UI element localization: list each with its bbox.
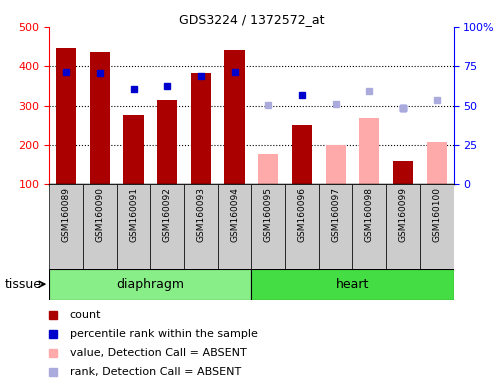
Bar bbox=[191, 73, 211, 184]
Bar bbox=[224, 50, 245, 184]
Bar bbox=[325, 145, 346, 184]
Text: GSM160096: GSM160096 bbox=[297, 187, 307, 242]
Bar bbox=[150, 184, 184, 269]
Text: tissue: tissue bbox=[5, 278, 42, 291]
Text: heart: heart bbox=[336, 278, 369, 291]
Bar bbox=[352, 184, 386, 269]
Bar bbox=[359, 118, 380, 184]
Bar bbox=[251, 184, 285, 269]
Text: rank, Detection Call = ABSENT: rank, Detection Call = ABSENT bbox=[70, 367, 241, 377]
Text: count: count bbox=[70, 310, 101, 320]
Bar bbox=[218, 184, 251, 269]
Text: GSM160097: GSM160097 bbox=[331, 187, 340, 242]
Bar bbox=[386, 184, 420, 269]
Bar bbox=[123, 115, 143, 184]
Text: GSM160098: GSM160098 bbox=[365, 187, 374, 242]
Text: GSM160094: GSM160094 bbox=[230, 187, 239, 242]
Bar bbox=[117, 184, 150, 269]
Bar bbox=[184, 184, 218, 269]
Text: GSM160089: GSM160089 bbox=[62, 187, 70, 242]
Bar bbox=[285, 184, 319, 269]
Text: GSM160091: GSM160091 bbox=[129, 187, 138, 242]
Text: GSM160090: GSM160090 bbox=[95, 187, 105, 242]
Bar bbox=[393, 161, 413, 184]
Text: GSM160093: GSM160093 bbox=[196, 187, 206, 242]
Title: GDS3224 / 1372572_at: GDS3224 / 1372572_at bbox=[178, 13, 324, 26]
Bar bbox=[90, 53, 110, 184]
Bar bbox=[292, 125, 312, 184]
Text: GSM160095: GSM160095 bbox=[264, 187, 273, 242]
Bar bbox=[426, 142, 447, 184]
Bar bbox=[157, 100, 177, 184]
Bar bbox=[420, 184, 454, 269]
Text: value, Detection Call = ABSENT: value, Detection Call = ABSENT bbox=[70, 348, 246, 358]
Text: diaphragm: diaphragm bbox=[116, 278, 184, 291]
Text: percentile rank within the sample: percentile rank within the sample bbox=[70, 329, 257, 339]
Text: GSM160092: GSM160092 bbox=[163, 187, 172, 242]
Bar bbox=[258, 154, 279, 184]
Bar bbox=[319, 184, 352, 269]
Bar bbox=[251, 269, 454, 300]
Bar bbox=[83, 184, 117, 269]
Text: GSM160099: GSM160099 bbox=[398, 187, 408, 242]
Bar bbox=[49, 184, 83, 269]
Bar bbox=[56, 48, 76, 184]
Bar bbox=[49, 269, 251, 300]
Text: GSM160100: GSM160100 bbox=[432, 187, 441, 242]
